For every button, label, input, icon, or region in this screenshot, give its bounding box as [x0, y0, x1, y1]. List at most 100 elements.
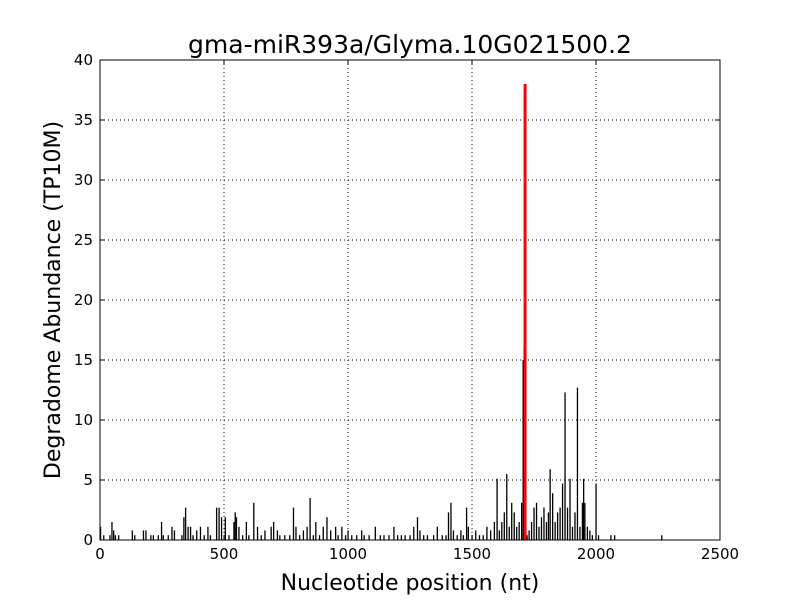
degradome-bar [145, 530, 147, 540]
degradome-bar [556, 512, 559, 540]
degradome-bar [374, 526, 376, 540]
y-axis-label: Degradome Abundance (TP10M) [41, 121, 66, 479]
degradome-bar [233, 522, 235, 540]
degradome-bar [501, 522, 503, 540]
degradome-bar [503, 512, 505, 540]
degradome-bar [284, 535, 286, 540]
degradome-bar [318, 535, 321, 540]
degradome-bar [209, 535, 212, 540]
degradome-bar [559, 507, 561, 540]
degradome-bar [196, 530, 198, 540]
degradome-bar [447, 512, 450, 540]
degradome-bar [183, 517, 185, 540]
degradome-bar [99, 526, 102, 540]
degradome-bar [220, 517, 223, 540]
degradome-bar [337, 535, 339, 540]
y-tick-label: 20 [74, 291, 93, 309]
degradome-bar [506, 474, 508, 540]
degradome-bar [234, 512, 236, 540]
y-tick-label: 30 [74, 171, 93, 189]
degradome-bar [218, 507, 220, 540]
degradome-bar [581, 502, 584, 540]
degradome-bar [388, 535, 390, 540]
degradome-bar [192, 535, 194, 540]
degradome-bar [245, 522, 248, 540]
degradome-bar [513, 512, 515, 540]
degradome-bar [181, 535, 183, 540]
degradome-bar [538, 526, 540, 540]
degradome-bar [131, 530, 133, 540]
degradome-bar [400, 535, 403, 540]
degradome-bar [167, 535, 169, 540]
degradome-bar [326, 517, 328, 540]
degradome-bar [508, 526, 510, 540]
y-tick-label: 40 [74, 51, 93, 69]
degradome-bar [614, 535, 616, 540]
degradome-bar [207, 526, 209, 540]
degradome-bar [215, 507, 218, 540]
degradome-bar [475, 530, 477, 540]
degradome-bar [511, 502, 513, 540]
degradome-bar [450, 502, 452, 540]
degradome-bar [528, 530, 530, 540]
degradome-bar [162, 535, 164, 540]
degradome-bar [224, 517, 226, 540]
degradome-bar [256, 526, 259, 540]
degradome-bar [295, 526, 297, 540]
degradome-bar [264, 530, 266, 540]
degradome-bar [521, 502, 523, 540]
degradome-bar [661, 535, 663, 540]
degradome-bar [279, 535, 281, 540]
degradome-bar [496, 478, 498, 540]
degradome-bar [597, 535, 600, 540]
degradome-bar [368, 535, 370, 540]
degradome-bar [595, 483, 597, 540]
degradome-bar [467, 526, 469, 540]
y-tick-label: 15 [74, 351, 93, 369]
degradome-bar [610, 535, 612, 540]
degradome-bar [460, 530, 462, 540]
degradome-bar [273, 522, 275, 540]
degradome-bar [228, 535, 230, 540]
degradome-bar [270, 526, 272, 540]
x-tick-label: 1000 [329, 545, 367, 563]
degradome-bar [516, 526, 518, 540]
degradome-bar [248, 535, 250, 540]
degradome-bar [486, 526, 488, 540]
degradome-bar [356, 535, 358, 540]
degradome-bar [569, 478, 571, 540]
degradome-bar [171, 526, 173, 540]
degradome-bar [383, 535, 385, 540]
x-tick-label: 1500 [453, 545, 491, 563]
degradome-bar [299, 535, 301, 540]
degradome-bar [547, 512, 550, 540]
degradome-bar [576, 387, 579, 540]
degradome-bar [549, 469, 551, 540]
degradome-bar [493, 522, 496, 540]
degradome-bar [445, 535, 447, 540]
degradome-bar [574, 512, 576, 540]
degradome-bar [423, 535, 425, 540]
degradome-bar [441, 535, 443, 540]
y-tick-label: 35 [74, 111, 93, 129]
x-tick-label: 2000 [577, 545, 615, 563]
degradome-bar [579, 526, 581, 540]
degradome-bar [533, 507, 535, 540]
degradome-bar [335, 526, 337, 540]
degradome-bar [526, 535, 528, 540]
degradome-bar [315, 522, 317, 540]
degradome-bar [456, 535, 458, 540]
x-tick-label: 0 [95, 545, 105, 563]
degradome-bar [571, 526, 574, 540]
degradome-bar [554, 522, 556, 540]
degradome-bar [312, 535, 314, 540]
degradome-bar [452, 530, 455, 540]
degradome-bar [113, 530, 115, 540]
x-axis-label: Nucleotide position (nt) [281, 571, 540, 596]
degradome-bar [235, 517, 238, 540]
degradome-bar [187, 526, 189, 540]
degradome-bar [419, 530, 421, 540]
degradome-bar [184, 507, 187, 540]
